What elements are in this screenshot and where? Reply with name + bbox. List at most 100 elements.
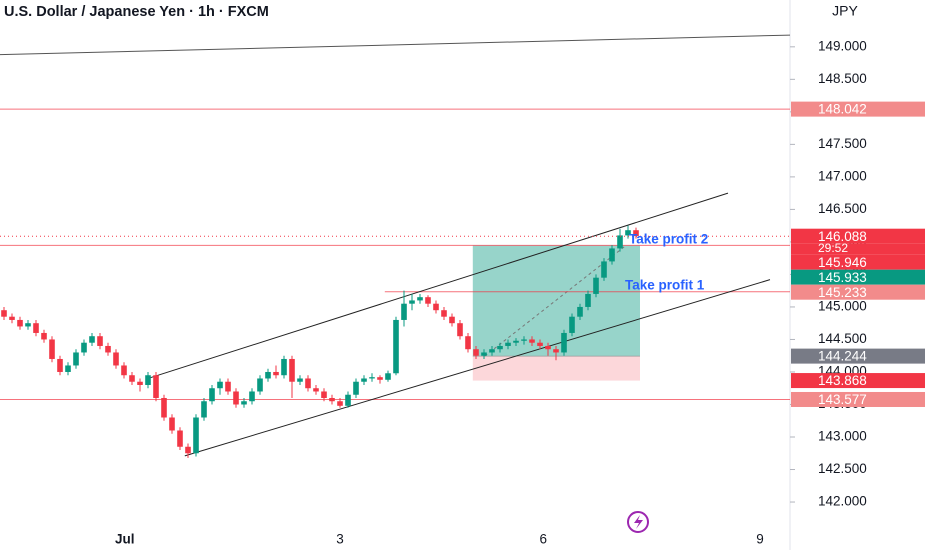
x-tick-label: Jul bbox=[115, 532, 135, 547]
candle-body bbox=[609, 248, 615, 262]
candle-body bbox=[321, 391, 327, 398]
candle-body bbox=[41, 332, 47, 340]
candle-body bbox=[377, 377, 383, 380]
price-label-box bbox=[791, 101, 925, 117]
candle-body bbox=[233, 391, 239, 405]
price-label-box bbox=[791, 373, 925, 389]
candle-body bbox=[361, 378, 367, 382]
candle-body bbox=[513, 340, 519, 343]
price-label-box bbox=[791, 284, 925, 300]
candle-body bbox=[89, 336, 95, 343]
candle-body bbox=[177, 430, 183, 447]
price-label: 144.244 bbox=[818, 349, 867, 364]
x-tick-label: 9 bbox=[756, 532, 764, 547]
y-tick-label: 144.500 bbox=[818, 331, 867, 346]
candle-body bbox=[425, 297, 431, 304]
candle-body bbox=[553, 349, 559, 353]
price-label-box bbox=[791, 391, 925, 407]
candle-body bbox=[257, 378, 263, 392]
candle-body bbox=[297, 378, 303, 382]
currency: JPY bbox=[832, 3, 858, 19]
candle-body bbox=[521, 339, 527, 341]
plot bbox=[0, 34, 791, 458]
countdown: 29:52 bbox=[818, 241, 848, 255]
price-label-box bbox=[791, 254, 925, 270]
candle-body bbox=[385, 373, 391, 380]
lightning-icon[interactable] bbox=[627, 511, 649, 533]
candle-body bbox=[561, 332, 567, 353]
y-tick-label: 148.500 bbox=[818, 71, 867, 86]
candle-body bbox=[313, 388, 319, 392]
candle-body bbox=[393, 319, 399, 374]
y-tick-label: 143.000 bbox=[818, 429, 867, 444]
candle-body bbox=[505, 342, 511, 346]
trendline bbox=[184, 279, 771, 457]
candle-body bbox=[625, 230, 631, 236]
price-label: 148.042 bbox=[818, 102, 867, 117]
trendline bbox=[0, 34, 791, 56]
candle-body bbox=[417, 297, 423, 301]
candle-body bbox=[73, 352, 79, 366]
price-label: 145.233 bbox=[818, 285, 867, 300]
candle-body bbox=[305, 378, 311, 389]
candle-body bbox=[105, 345, 111, 353]
candle-body bbox=[449, 316, 455, 324]
price-label: 145.933 bbox=[818, 270, 867, 285]
candle-body bbox=[129, 375, 135, 382]
candle-body bbox=[481, 352, 487, 356]
candle-body bbox=[17, 319, 23, 327]
candle-body bbox=[537, 342, 543, 346]
candle-body bbox=[249, 391, 255, 402]
candle-body bbox=[241, 401, 247, 405]
y-tick-label: 147.500 bbox=[818, 136, 867, 151]
candle-body bbox=[113, 352, 119, 366]
candle-body bbox=[209, 388, 215, 402]
price-label-box bbox=[791, 228, 925, 244]
candle-body bbox=[329, 397, 335, 402]
candle-body bbox=[161, 397, 167, 418]
annotation: Take profit 1 bbox=[625, 278, 705, 293]
candle-body bbox=[1, 310, 7, 317]
y-tick-label: 146.500 bbox=[818, 201, 867, 216]
candle-body bbox=[201, 401, 207, 418]
annotation: Take profit 2 bbox=[629, 232, 708, 247]
candle-body bbox=[225, 381, 231, 392]
candle-body bbox=[169, 417, 175, 431]
candle-body bbox=[577, 306, 583, 317]
y-tick-label: 142.000 bbox=[818, 494, 867, 509]
candle-body bbox=[145, 375, 151, 385]
price-label: 145.946 bbox=[818, 255, 867, 270]
icon-circle[interactable] bbox=[627, 511, 649, 533]
y-tick-label: 147.000 bbox=[818, 168, 867, 183]
target-zone bbox=[472, 245, 640, 357]
candle-body bbox=[137, 381, 143, 385]
candle-body bbox=[265, 371, 271, 379]
countdown-box bbox=[791, 243, 925, 255]
chart-title: U.S. Dollar / Japanese Yen · 1h · FXCM bbox=[4, 4, 269, 20]
price-label: 143.868 bbox=[818, 373, 867, 388]
price-label-box bbox=[791, 348, 925, 364]
icon-bolt[interactable] bbox=[634, 515, 643, 529]
candle-body bbox=[81, 342, 87, 353]
candle-body bbox=[345, 394, 351, 406]
candle-body bbox=[433, 303, 439, 311]
candle-body bbox=[49, 339, 55, 359]
candle-body bbox=[369, 377, 375, 379]
trendline bbox=[149, 192, 729, 379]
candle-body bbox=[193, 417, 199, 454]
candle-body bbox=[25, 323, 31, 327]
x-tick-label: 6 bbox=[539, 532, 547, 547]
candle-body bbox=[353, 381, 359, 395]
candle-body bbox=[289, 358, 295, 382]
y-tick-label: 142.500 bbox=[818, 461, 867, 476]
price-label: 146.088 bbox=[818, 229, 867, 244]
candle-body bbox=[401, 303, 407, 320]
candle-body bbox=[529, 339, 535, 343]
candle-body bbox=[593, 277, 599, 294]
candle-body bbox=[217, 381, 223, 389]
candle-body bbox=[633, 230, 639, 237]
candle-body bbox=[473, 349, 479, 356]
candle-body bbox=[185, 446, 191, 454]
candle-body bbox=[121, 365, 127, 376]
